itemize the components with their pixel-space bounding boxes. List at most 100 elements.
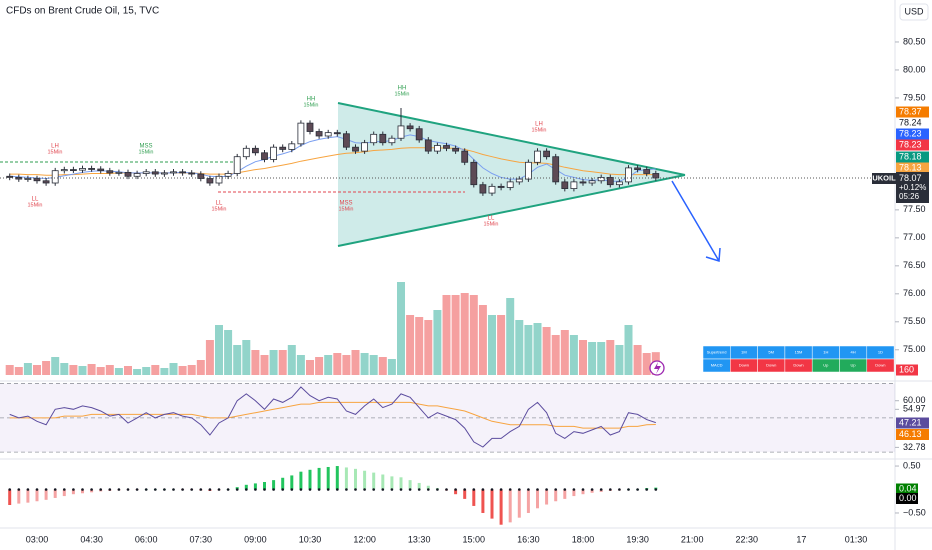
macd-histogram-bar: [363, 470, 367, 490]
macd-signal-dot: [90, 488, 93, 491]
annotation-sub: 15Min: [304, 102, 319, 108]
table-cell-text: 1M: [741, 350, 747, 355]
y-tick-label: 75.00: [903, 344, 926, 354]
candle-body: [242, 147, 250, 158]
macd-signal-dot: [590, 488, 594, 491]
rsi-ma-badge-text: 46.13: [899, 429, 922, 439]
volume-bar: [333, 353, 342, 375]
candle-body: [443, 145, 450, 149]
volume-bar: [433, 310, 442, 375]
candle-body: [279, 146, 287, 150]
macd-signal-dot: [463, 488, 467, 491]
macd-signal-dot: [481, 488, 485, 491]
rsi-ma-badge: [896, 429, 929, 440]
macd-signal-dot: [417, 488, 421, 491]
y-tick-label: 76.00: [903, 288, 926, 298]
candle-body: [333, 132, 341, 135]
macd-signal-dot: [563, 488, 567, 491]
volume-bar: [542, 327, 551, 375]
volume-bar: [5, 365, 14, 375]
macd-histogram-bar: [308, 469, 312, 490]
ma-badge-text: 78.13: [899, 162, 922, 172]
candle-body: [288, 143, 296, 150]
moving-average: [9, 134, 656, 182]
candle-body: [616, 181, 623, 186]
macd-signal-dot: [572, 488, 576, 491]
volume-bar: [96, 367, 105, 375]
volume-bar: [69, 365, 78, 375]
macd-signal-dot: [454, 488, 457, 491]
table-cell-text: Down: [766, 363, 776, 368]
annotation-label: MSS: [139, 144, 152, 150]
candle-body: [60, 169, 68, 172]
table-cell-text: 15M: [795, 350, 803, 355]
macd-signal-dot: [235, 488, 239, 491]
ma-badge: [896, 128, 929, 140]
volume-bar: [560, 330, 569, 375]
candle-body: [388, 137, 396, 144]
x-tick-label: 03:00: [26, 534, 49, 544]
candle-body: [215, 175, 223, 184]
candle-body: [97, 168, 105, 172]
candle-body: [543, 150, 550, 158]
macd-signal-dot: [63, 488, 66, 491]
arrow: [671, 180, 720, 262]
candle-body: [352, 146, 359, 152]
volume-bar: [597, 342, 606, 375]
candle-body: [79, 168, 86, 171]
candle-body: [24, 178, 32, 180]
annotation-label: LL: [216, 201, 223, 207]
annotation-sub: 15Min: [484, 221, 499, 227]
arrow-head: [705, 247, 721, 262]
annotation-label: LH: [535, 122, 543, 128]
table-cell-text: Up: [823, 363, 829, 368]
candle-body: [370, 133, 378, 144]
price-badge-text: 78.23: [899, 139, 922, 149]
macd-histogram-bar: [26, 489, 30, 503]
candle-body: [470, 161, 478, 186]
macd-histogram-bar: [253, 483, 257, 490]
candle-body: [51, 170, 59, 184]
macd-signal-dot: [199, 488, 203, 491]
macd-signal-dot: [108, 488, 112, 491]
macd-signal-dot: [272, 488, 275, 491]
table-cell-text: Down: [875, 363, 885, 368]
candle-body: [570, 181, 578, 190]
volume-bar: [606, 340, 615, 375]
table-cell-text: Down: [793, 363, 803, 368]
macd-histogram-bar: [81, 489, 84, 494]
x-tick-label: 21:00: [681, 534, 704, 544]
macd-histogram-bar: [426, 485, 430, 490]
macd-signal-dot: [599, 488, 603, 491]
table-cell-text: Up: [851, 363, 857, 368]
table-cell-text: 1D: [878, 350, 883, 355]
macd-signal-dot: [208, 488, 212, 491]
candle-body: [42, 180, 50, 184]
volume-bar: [178, 366, 187, 375]
candle-body: [415, 128, 423, 141]
rsi-badge-text: 47.21: [899, 417, 922, 427]
volume-bar: [160, 368, 169, 375]
x-tick-label: 16:30: [517, 534, 540, 544]
currency-button[interactable]: [899, 3, 929, 21]
volume-bar: [369, 355, 378, 375]
annotation-sub: 15Min: [339, 206, 354, 212]
volume-bar: [124, 366, 132, 375]
volume-bar: [251, 350, 260, 375]
candle-body: [643, 169, 651, 174]
macd-histogram-bar: [554, 489, 558, 502]
signal-badge: [896, 493, 918, 504]
ma-badge-text: 78.23: [899, 128, 922, 138]
candle-body: [625, 167, 632, 183]
macd-histogram-bar: [90, 489, 94, 493]
x-tick-label: 07:30: [190, 534, 213, 544]
volume-bar: [296, 355, 305, 375]
macd-signal-dot: [117, 488, 121, 491]
candle-body: [561, 181, 569, 190]
y-tick-label: 0.50: [903, 460, 921, 470]
alert-icon-bolt: [654, 362, 661, 374]
macd-signal-dot: [636, 488, 639, 491]
macd-signal-dot: [44, 488, 48, 491]
candle-body: [525, 161, 532, 180]
macd-signal-dot: [172, 488, 175, 491]
